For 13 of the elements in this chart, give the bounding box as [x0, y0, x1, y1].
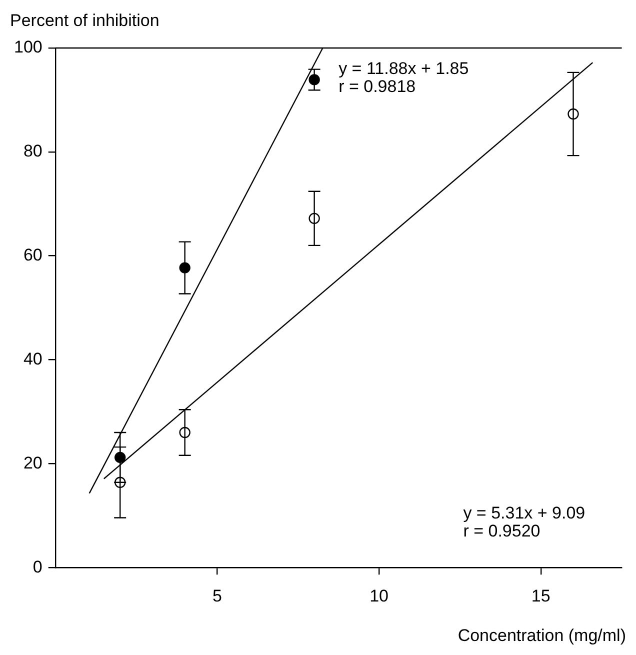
y-tick-label: 40: [23, 349, 42, 368]
y-tick-label: 80: [23, 142, 42, 161]
x-tick-label: 5: [212, 586, 222, 606]
y-axis-title: Percent of inhibition: [10, 11, 160, 30]
y-tick-label: 20: [23, 453, 42, 472]
annotation: y = 11.88x + 1.85 r = 0.9818: [338, 59, 469, 96]
x-tick-label: 15: [531, 586, 550, 606]
x-axis-title: Concentration (mg/ml): [458, 626, 626, 646]
annotation: y = 5.31x + 9.09 r = 0.9520: [463, 503, 586, 540]
y-tick-label: 100: [14, 38, 42, 57]
y-tick-label: 60: [23, 246, 42, 265]
y-tick-label: 0: [32, 557, 42, 576]
x-tick-label: 10: [370, 586, 389, 606]
